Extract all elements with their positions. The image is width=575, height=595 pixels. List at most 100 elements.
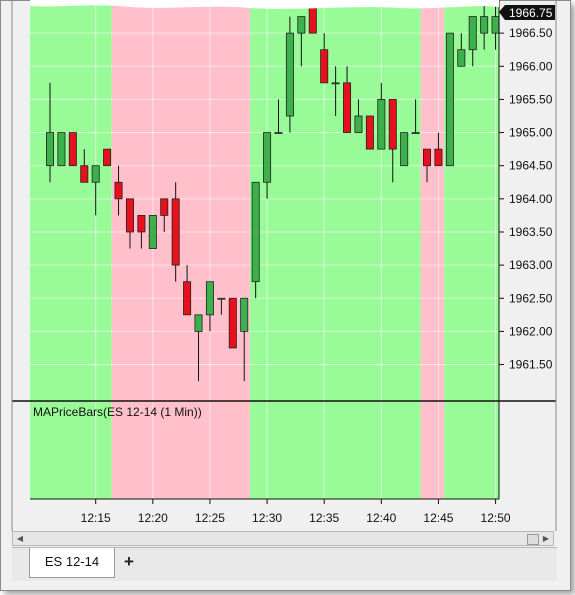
candle-body [308, 0, 317, 34]
candle-body [148, 215, 157, 249]
candlestick [274, 99, 283, 134]
x-tick-label: 12:50 [481, 511, 511, 525]
scroll-right-icon[interactable]: ▶ [542, 534, 550, 543]
candle-body [68, 132, 77, 167]
candle-body [171, 198, 180, 266]
candlestick [377, 82, 386, 150]
candle-body [445, 32, 454, 167]
candle-body [285, 32, 294, 117]
candlestick [171, 182, 180, 282]
candle-body [228, 297, 237, 349]
candle-body [411, 132, 420, 134]
candlestick [183, 265, 192, 316]
tab-es-12-14[interactable]: ES 12-14 [29, 548, 115, 578]
candle-body [468, 16, 477, 51]
candlestick [217, 297, 226, 315]
candle-body [343, 82, 352, 133]
x-tick-label: 12:25 [195, 511, 225, 525]
candle-body [354, 115, 363, 133]
candle-body [388, 99, 397, 150]
candlestick [228, 297, 237, 349]
candlestick [343, 66, 352, 133]
candle-body [365, 115, 374, 150]
candle-body [194, 314, 203, 332]
background-band-green [30, 0, 112, 499]
candlestick [57, 132, 66, 167]
candlestick [137, 215, 146, 249]
candlestick [263, 132, 272, 199]
candle-body [251, 181, 260, 283]
y-tick-label: 1962.00 [509, 324, 553, 338]
y-tick-label: 1965.50 [509, 92, 553, 106]
candle-body [377, 99, 386, 150]
indicator-label: MAPriceBars(ES 12-14 (1 Min)) [33, 405, 202, 419]
candle-body [491, 16, 500, 34]
candle-body [240, 297, 249, 332]
candle-body [434, 148, 443, 167]
horizontal-scrollbar[interactable]: ◀ ▶ [12, 531, 554, 546]
candle-body [205, 281, 214, 316]
candlestick [45, 82, 54, 183]
candlestick [194, 314, 203, 382]
candlestick [331, 66, 340, 116]
candlestick [91, 165, 100, 216]
candle-body [183, 281, 192, 316]
candlestick [160, 198, 169, 232]
candlestick [103, 148, 112, 167]
add-tab-button[interactable]: + [124, 552, 134, 571]
x-tick-label: 12:20 [138, 511, 168, 525]
candlestick [480, 0, 489, 50]
background-band-pink [420, 0, 445, 499]
candlestick [423, 148, 432, 183]
last-price-label: 1966.75 [509, 6, 553, 20]
y-tick-label: 1963.50 [509, 225, 553, 239]
candle-body [400, 132, 409, 167]
candle-body [297, 16, 306, 34]
candle-body [274, 132, 283, 134]
candlestick [434, 132, 443, 167]
y-tick-label: 1965.00 [509, 126, 553, 140]
candle-body [125, 198, 134, 233]
candlestick [457, 33, 466, 67]
candle-body [137, 215, 146, 233]
candlestick [411, 99, 420, 134]
candle-body [57, 132, 66, 167]
candle-body [45, 132, 54, 167]
last-price-marker: 1966.75 [499, 5, 555, 20]
candle-body [480, 16, 489, 34]
scroll-left-icon[interactable]: ◀ [16, 534, 24, 543]
candle-body [114, 181, 123, 200]
x-tick-label: 12:35 [309, 511, 339, 525]
candlestick [445, 32, 454, 167]
y-tick-label: 1966.00 [509, 59, 553, 73]
candle-body [91, 165, 100, 183]
candlestick [365, 115, 374, 150]
y-tick-label: 1966.50 [509, 26, 553, 40]
candle-body [457, 49, 466, 67]
candlestick [148, 215, 157, 249]
candlestick [240, 297, 249, 382]
candle-body [331, 82, 340, 85]
x-tick-label: 12:15 [81, 511, 111, 525]
y-tick-label: 1962.50 [509, 291, 553, 305]
x-tick-label: 12:30 [252, 511, 282, 525]
candlestick [114, 165, 123, 216]
candlestick [468, 16, 477, 67]
candlestick [354, 99, 363, 133]
candlestick [388, 99, 397, 183]
candlestick [125, 198, 134, 249]
x-tick-label: 12:45 [423, 511, 453, 525]
candlestick [251, 181, 260, 299]
y-tick-label: 1961.50 [509, 358, 553, 372]
y-tick-label: 1964.00 [509, 192, 553, 206]
candlestick [285, 16, 294, 133]
candle-body [217, 297, 226, 300]
y-tick-label: 1963.00 [509, 258, 553, 272]
candlestick [320, 33, 329, 84]
candle-body [320, 49, 329, 84]
candlestick [400, 132, 409, 167]
tab-bar: ES 12-14 + [12, 547, 557, 581]
candle-body [423, 148, 432, 167]
scrollbar-thumb[interactable] [527, 534, 539, 545]
